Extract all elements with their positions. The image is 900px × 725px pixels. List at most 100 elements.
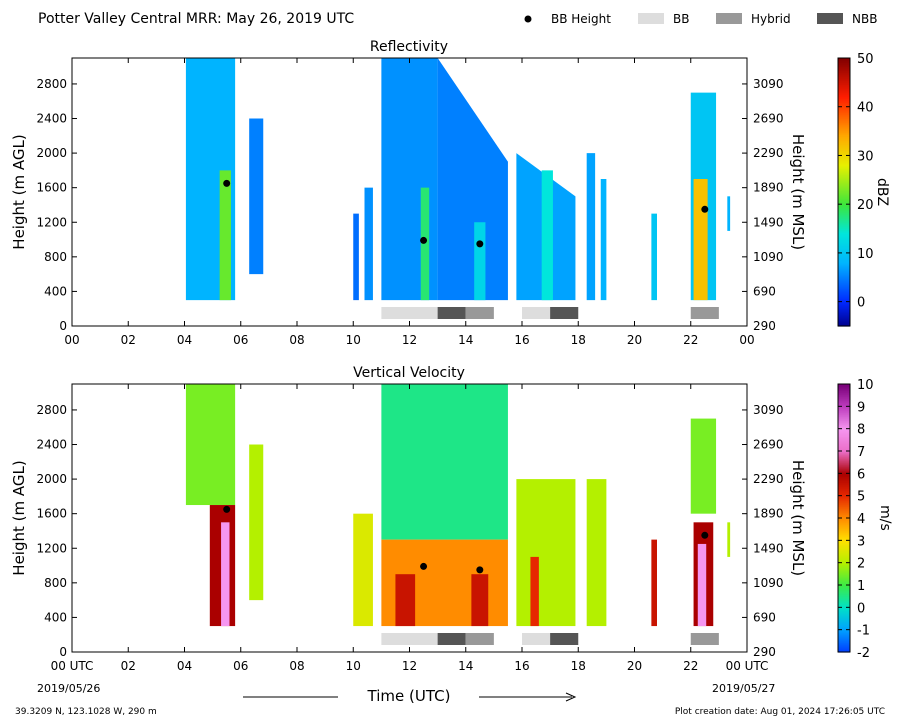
colorbar-segment: [838, 434, 850, 437]
colorbar-segment: [838, 212, 850, 215]
colorbar-segment: [838, 316, 850, 319]
colorbar-segment: [838, 122, 850, 125]
colorbar-segment: [838, 138, 850, 141]
x-tick-label: 12: [402, 333, 417, 347]
x-tick-label: 12: [402, 659, 417, 673]
colorbar-segment: [838, 116, 850, 119]
velocity-colorbar: -2 -1 0 1 2 3 4 5 6 7 8 9 10: [837, 378, 874, 661]
colorbar-segment: [838, 240, 850, 243]
bb-type-bar: [465, 633, 494, 645]
colorbar-segment: [838, 596, 850, 599]
colorbar-segment: [838, 274, 850, 277]
colorbar-tick-label: 0: [857, 601, 865, 616]
velocity-ylabel: Height (m AGL): [10, 460, 28, 575]
colorbar-segment: [838, 396, 850, 399]
bb-height-point: [223, 505, 231, 513]
colorbar-segment: [838, 102, 850, 105]
colorbar-segment: [838, 268, 850, 271]
y-tick-label-right: 2690: [753, 438, 784, 452]
colorbar-segment: [838, 94, 850, 97]
colorbar-tick-label: 10: [857, 378, 874, 393]
x-tick-label: 02: [121, 333, 136, 347]
bb-type-bar: [465, 307, 494, 319]
colorbar-segment: [838, 314, 850, 317]
colorbar-segment: [838, 84, 850, 87]
colorbar-tick-label: 30: [857, 149, 874, 164]
colorbar-segment: [838, 548, 850, 551]
x-tick-label: 00 UTC: [726, 659, 769, 673]
colorbar-segment: [838, 392, 850, 395]
x-axis-label: Time (UTC): [367, 687, 451, 705]
velocity-layer: [697, 543, 707, 627]
x-tick-label: 18: [571, 659, 586, 673]
x-tick-label: 02: [121, 659, 136, 673]
colorbar-segment: [838, 592, 850, 595]
colorbar-segment: [838, 156, 850, 159]
colorbar-segment: [838, 188, 850, 191]
colorbar-tick-label: 7: [857, 445, 865, 460]
colorbar-segment: [838, 118, 850, 121]
echo-column: [437, 58, 508, 301]
colorbar-segment: [838, 76, 850, 79]
colorbar-segment: [838, 414, 850, 417]
x-tick-label: 18: [571, 333, 586, 347]
reflectivity-colorbar-label: dBZ: [874, 178, 890, 206]
velocity-layer: [185, 384, 236, 506]
colorbar-segment: [838, 540, 850, 543]
colorbar-segment: [838, 154, 850, 157]
y-tick-label-right: 3090: [753, 403, 784, 417]
legend-label: BB Height: [551, 12, 611, 26]
colorbar-segment: [838, 394, 850, 397]
colorbar-segment: [838, 428, 850, 431]
bb-type-bar: [437, 307, 466, 319]
x-tick-label: 08: [289, 659, 304, 673]
colorbar-segment: [838, 72, 850, 75]
y-tick-label-right: 3090: [753, 77, 784, 91]
colorbar-segment: [838, 606, 850, 609]
colorbar-segment: [838, 92, 850, 95]
colorbar-segment: [838, 58, 850, 61]
colorbar-segment: [838, 308, 850, 311]
colorbar-segment: [838, 566, 850, 569]
colorbar-segment: [838, 440, 850, 443]
x-tick-label: 14: [458, 659, 473, 673]
colorbar-segment: [838, 514, 850, 517]
y-tick-label: 1200: [36, 541, 67, 555]
colorbar-segment: [838, 480, 850, 483]
echo-column: [420, 187, 430, 301]
bb-height-point: [701, 205, 709, 213]
velocity-layer: [651, 539, 657, 627]
colorbar-segment: [838, 246, 850, 249]
colorbar-segment: [838, 464, 850, 467]
colorbar-segment: [838, 524, 850, 527]
colorbar-tick-label: 5: [857, 490, 865, 505]
colorbar-segment: [838, 302, 850, 305]
colorbar-segment: [838, 134, 850, 137]
y-tick-label: 0: [59, 319, 67, 333]
colorbar-segment: [838, 586, 850, 589]
bb-type-bar: [522, 307, 551, 319]
colorbar-segment: [838, 196, 850, 199]
colorbar-segment: [838, 510, 850, 513]
colorbar-segment: [838, 494, 850, 497]
colorbar-segment: [838, 616, 850, 619]
colorbar-segment: [838, 512, 850, 515]
colorbar-tick-label: 2: [857, 557, 865, 572]
colorbar-segment: [838, 446, 850, 449]
colorbar-segment: [838, 590, 850, 593]
colorbar-segment: [838, 432, 850, 435]
y-tick-label-right: 690: [753, 284, 776, 298]
colorbar-segment: [838, 194, 850, 197]
velocity-layer: [381, 384, 508, 540]
colorbar-segment: [838, 580, 850, 583]
echo-column: [727, 196, 731, 231]
x-tick-label: 16: [514, 659, 529, 673]
colorbar-segment: [838, 492, 850, 495]
echo-column: [249, 118, 264, 275]
y-tick-label-right: 290: [753, 645, 776, 659]
colorbar-segment: [838, 412, 850, 415]
colorbar-segment: [838, 236, 850, 239]
colorbar-segment: [838, 68, 850, 71]
colorbar-segment: [838, 536, 850, 539]
